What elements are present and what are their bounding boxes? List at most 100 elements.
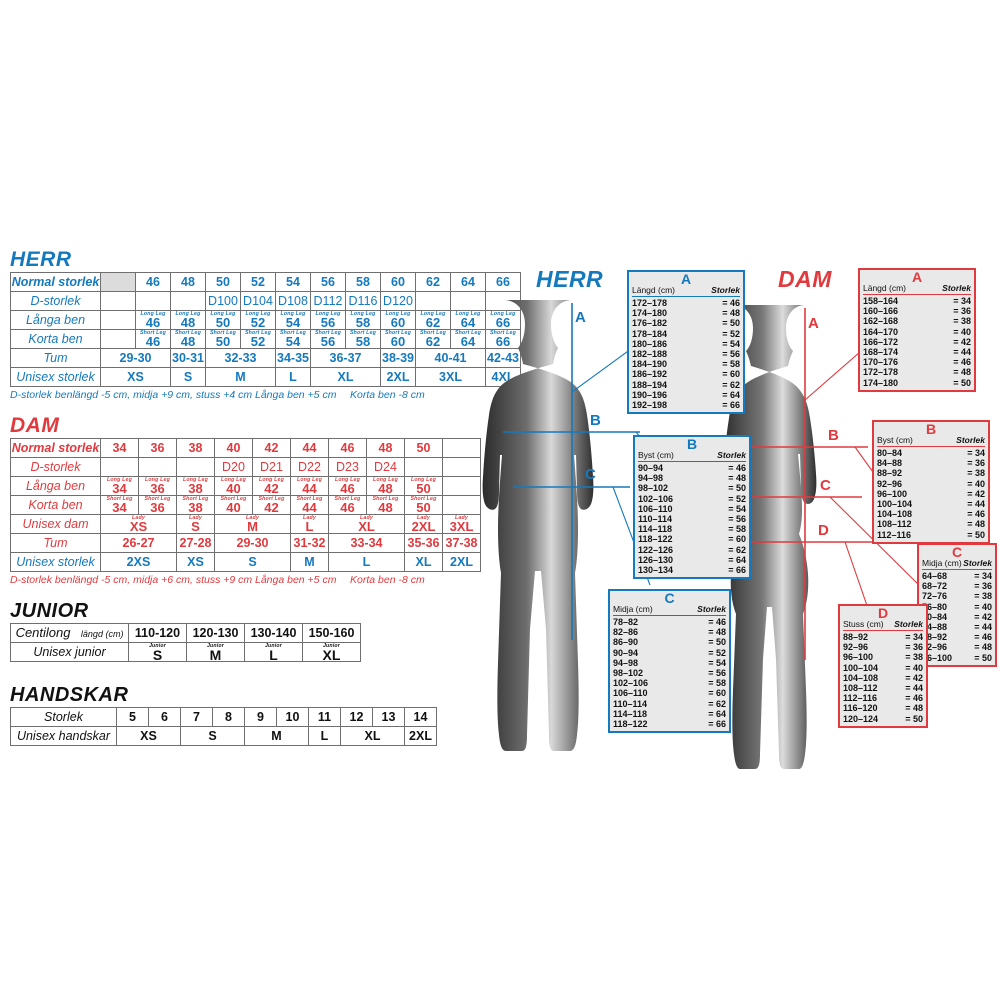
dam-tum-0: 26-27 [100,533,177,553]
dam-box-b-letter: B [925,421,937,437]
dam-box-c-row: 92–96 = 48 [922,642,992,652]
herr-box-b: B Byst (cm) Storlek 90–94 = 46 94–98 = 48 98–10… [633,435,751,580]
dam-box-b-row: 108–112 = 48 [877,519,985,529]
herr-dsize-4: D108 [275,291,311,311]
herr-dsize-0 [135,291,171,311]
dam-normal-5: 44 [290,438,329,458]
dam-box-b-range-3: 92–96 [877,478,903,489]
dam-marker-c: C [820,477,831,494]
herr-label-normal: Normal storlek [10,272,101,292]
dam-unisex-5: XL [404,552,443,572]
handskar-number-1: 6 [148,707,181,727]
dam-box-b-row: 92–96 = 40 [877,479,985,489]
herr-box-a-header: Längd (cm) Storlek [632,286,740,297]
herr-box-b-row: 106–110 = 54 [638,504,746,514]
herr-box-c-size-5: = 56 [708,668,726,679]
herr-tum-6: 40-41 [415,348,486,368]
herr-box-a-header-right: Storlek [711,285,740,295]
dam-tum-4: 33-34 [328,533,405,553]
dam-box-d-size-7: = 48 [905,703,923,714]
dam-label-unisex: Unisex storlek [10,552,101,572]
dam-figure-title: DAM [778,266,832,292]
dam-box-c-size-0: = 34 [974,571,992,581]
herr-box-b-row: 122–126 = 62 [638,545,746,555]
herr-box-b-size-1: = 48 [728,473,746,484]
dam-box-c-size-6: = 46 [974,632,992,643]
herr-box-c-size-6: = 58 [708,678,726,689]
dam-unisexdam-2: Lady M [214,514,291,534]
dam-box-d-row: 116–120 = 48 [843,703,923,713]
dam-box-c-row: 68–72 = 36 [922,581,992,591]
dam-box-b-size-4: = 42 [967,488,985,499]
dam-box-a-size-7: = 48 [953,367,971,378]
herr-box-b-letter: B [686,436,698,452]
herr-box-a-row: 174–180 = 48 [632,308,740,318]
dam-box-b-header-right: Storlek [956,435,985,445]
herr-box-b-size-0: = 46 [728,463,746,473]
herr-box-c: C Midja (cm) Storlek 78–82 = 46 82–86 = 48 86–9… [608,589,731,734]
herr-box-c-row: 110–114 = 62 [613,699,726,709]
handskar-number-8: 13 [372,707,405,727]
herr-long-8: Long Leg 62 [415,310,451,330]
dam-box-d-range-5: 108–112 [843,683,878,694]
dam-box-b-range-6: 104–108 [877,509,913,520]
herr-dsize-2: D100 [205,291,241,311]
herr-box-a-size-9: = 64 [722,389,740,400]
herr-box-b-size-5: = 56 [728,514,746,525]
herr-row-dsize: D-storlek D100 D104 D108 D112 D116 D120 [10,291,521,311]
herr-normal-4: 54 [275,272,311,292]
herr-short-9: Short Leg 64 [450,329,486,349]
dam-note-2: Långa ben +5 cm [255,574,337,586]
herr-box-a-row: 176–182 = 50 [632,318,740,328]
dam-normal-2: 38 [176,438,215,458]
dam-normal-9 [442,438,481,458]
herr-normal-3: 52 [240,272,276,292]
herr-box-c-size-7: = 60 [708,688,726,699]
dam-unisexdam-0: Lady XS [100,514,177,534]
dam-row-dsize: D-storlek D20 D21 D22 D23 D24 [10,457,481,477]
dam-long-2: Long Leg 38 [176,476,215,496]
dam-box-c-header: Midja (cm) Storlek [922,559,992,570]
junior-length-3: 150-160 [302,623,361,643]
dam-box-d-row: 92–96 = 36 [843,642,923,652]
dam-long-0: Long Leg 34 [100,476,139,496]
herr-label-short: Korta ben [10,329,101,349]
junior-size-3: Junior XL [302,642,361,662]
dam-long-8: Long Leg 50 [404,476,443,496]
herr-box-c-row: 86–90 = 50 [613,637,726,647]
herr-box-b-size-7: = 60 [728,534,746,545]
herr-normal-1: 48 [170,272,206,292]
dam-box-c-row: 96–100 = 50 [922,653,992,663]
herr-box-c-row: 78–82 = 46 [613,617,726,627]
dam-row-short: Korta ben Short Leg 34 Short Leg 36 Short Leg… [10,495,481,515]
herr-unisex-6: 3XL [415,367,486,387]
dam-box-a-size-0: = 34 [953,296,971,306]
dam-dsize-4: D21 [252,457,291,477]
handskar-size-4: XL [340,726,405,746]
dam-box-d-row: 108–112 = 44 [843,683,923,693]
dam-box-d-row: 112–116 = 46 [843,693,923,703]
dam-box-c-row: 88–92 = 46 [922,632,992,642]
dam-dsize-2 [176,457,215,477]
herr-box-b-row: 110–114 = 56 [638,514,746,524]
herr-box-c-row: 102–106 = 58 [613,678,726,688]
dam-box-c-row: 64–68 = 34 [922,571,992,581]
dam-box-a-row: 162–168 = 38 [863,316,971,326]
dam-box-d-size-1: = 36 [905,642,923,653]
dam-box-d-range-6: 112–116 [843,693,878,704]
herr-box-c-range-10: 118–122 [613,719,648,730]
herr-dsize-8 [415,291,451,311]
dam-box-d-header: Stuss (cm) Storlek [843,620,923,631]
dam-tum-2: 29-30 [214,533,291,553]
dam-long-3: Long Leg 40 [214,476,253,496]
dam-note-1: D-storlek benlängd -5 cm, midja +6 cm, s… [10,574,253,586]
dam-size-table: Normal storlek 34 36 38 40 42 44 46 48 50 D-storle… [10,438,481,572]
dam-dsize-1 [138,457,177,477]
dam-long-blank [442,476,481,496]
dam-normal-6: 46 [328,438,367,458]
dam-dsize-3: D20 [214,457,253,477]
herr-box-a-letter: A [680,271,692,287]
dam-unisex-4: L [328,552,405,572]
herr-box-c-row: 82–86 = 48 [613,627,726,637]
herr-box-b-range-10: 130–134 [638,565,674,576]
